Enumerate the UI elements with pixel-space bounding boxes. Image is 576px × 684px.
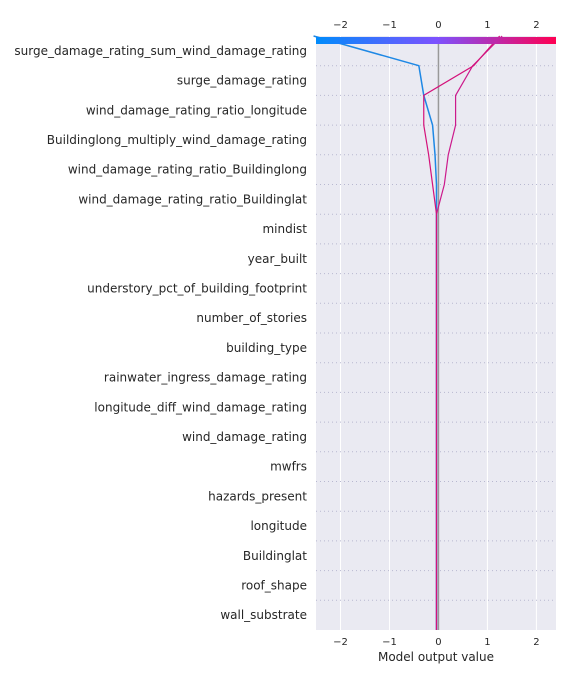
feature-label: year_built: [248, 252, 308, 266]
feature-label: hazards_present: [208, 489, 307, 503]
feature-label: wind_damage_rating_ratio_longitude: [86, 103, 307, 117]
feature-label: wall_substrate: [220, 608, 307, 622]
top-tick-label: 2: [533, 20, 539, 31]
feature-label: Buildinglong_multiply_wind_damage_rating: [47, 133, 307, 147]
bottom-tick-label: 1: [484, 637, 490, 648]
feature-label: wind_damage_rating_ratio_Buildinglat: [78, 192, 307, 206]
bottom-tick-label: 2: [533, 637, 539, 648]
feature-label: longitude: [250, 519, 307, 533]
top-tick-label: 1: [484, 20, 490, 31]
bottom-tick-label: 0: [435, 637, 441, 648]
feature-label: mindist: [262, 222, 307, 236]
bottom-axis-ticks: −2 −1 0 1 2: [333, 637, 539, 648]
feature-label: longitude_diff_wind_damage_rating: [94, 400, 307, 414]
top-axis-ticks: −2 −1 0 1 2: [333, 20, 539, 31]
feature-label: rainwater_ingress_damage_rating: [104, 371, 307, 385]
feature-label: building_type: [226, 341, 307, 355]
bottom-tick-label: −1: [382, 637, 397, 648]
feature-label: surge_damage_rating_sum_wind_damage_rati…: [14, 44, 307, 58]
feature-label: understory_pct_of_building_footprint: [87, 281, 307, 295]
decision-line-3: [423, 35, 501, 630]
top-tick-label: 0: [435, 20, 441, 31]
feature-label: mwfrs: [270, 460, 307, 474]
colorbar: [316, 37, 556, 44]
feature-label: number_of_stories: [196, 311, 307, 325]
bottom-tick-label: −2: [333, 637, 348, 648]
x-axis-label: Model output value: [378, 650, 494, 664]
feature-label: surge_damage_rating: [177, 74, 307, 88]
feature-label: wind_damage_rating_ratio_Buildinglong: [68, 163, 307, 177]
feature-labels: surge_damage_rating_sum_wind_damage_rati…: [14, 44, 307, 622]
feature-label: roof_shape: [241, 578, 307, 592]
feature-label: wind_damage_rating: [182, 430, 307, 444]
feature-label: Buildinglat: [243, 549, 307, 563]
decision-lines: [313, 35, 503, 630]
top-tick-label: −1: [382, 20, 397, 31]
top-tick-label: −2: [333, 20, 348, 31]
